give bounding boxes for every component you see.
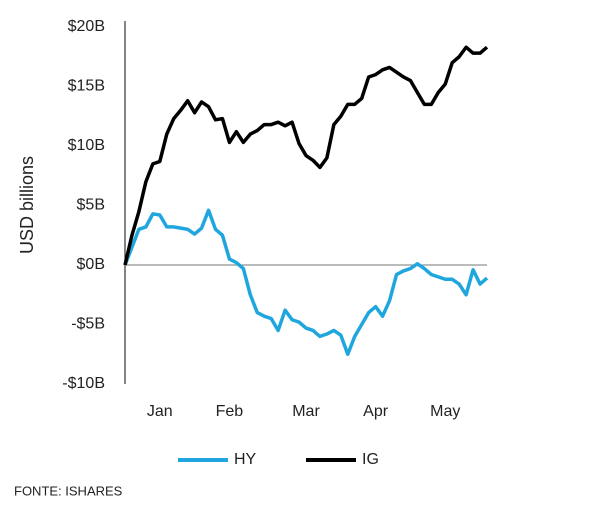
y-tick-label: -$10B [62,375,105,392]
y-tick-label: $20B [68,18,105,35]
y-tick-label: $15B [68,78,105,95]
legend-label: HY [234,451,257,468]
source: FONTE: ISHARES [14,483,123,498]
x-tick-label: Apr [363,403,389,420]
x-tick-label: May [430,403,460,420]
y-tick-label: $5B [77,197,105,214]
x-tick-label: Mar [292,403,320,420]
y-tick-label: -$5B [71,316,105,333]
series-line [123,208,489,356]
y-tick-label: $0B [77,256,105,273]
x-tick-label: Feb [216,403,244,420]
legend-label: IG [362,451,379,468]
y-tick-label: $10B [68,137,105,154]
y-axis-title: USD billions [17,156,37,254]
series-line [123,45,489,266]
x-tick-label: Jan [147,403,173,420]
